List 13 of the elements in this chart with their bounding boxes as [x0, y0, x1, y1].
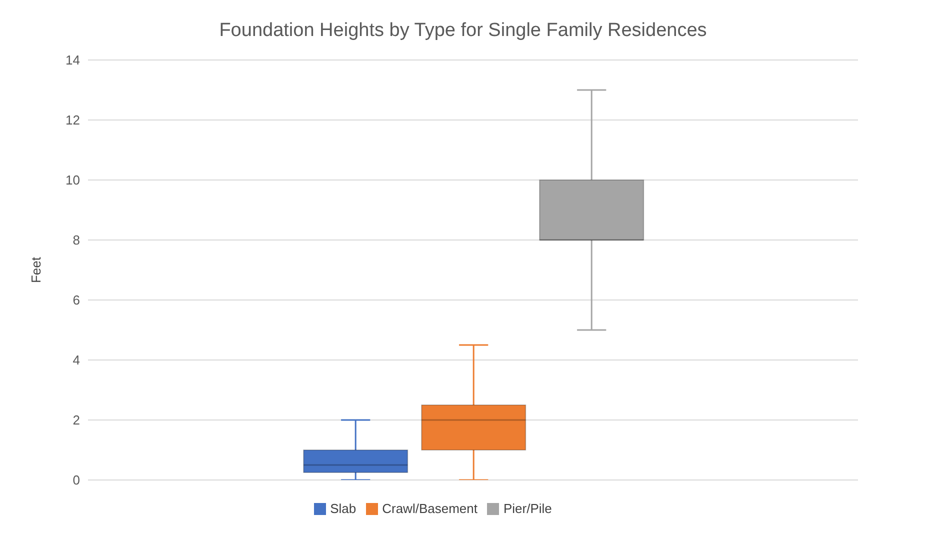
- legend-label: Pier/Pile: [503, 501, 552, 516]
- y-tick-label: 6: [72, 292, 80, 308]
- y-tick-label: 2: [72, 412, 80, 428]
- chart-title: Foundation Heights by Type for Single Family Residences: [218, 19, 708, 43]
- y-tick-label: 14: [66, 52, 80, 68]
- legend-label: Crawl/Basement: [382, 501, 478, 516]
- legend-label: Slab: [330, 501, 356, 516]
- y-axis-title: Feet: [28, 256, 44, 284]
- y-tick-label: 10: [66, 172, 80, 188]
- y-tick-label: 12: [66, 112, 80, 128]
- y-tick-label: 0: [72, 472, 80, 488]
- y-tick-label: 4: [72, 352, 80, 368]
- y-tick-label: 8: [72, 232, 80, 248]
